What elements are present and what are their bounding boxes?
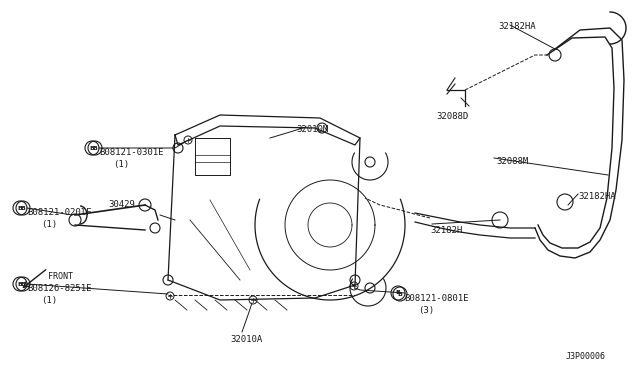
Text: J3P00006: J3P00006 <box>566 352 606 361</box>
Text: B08126-8251E: B08126-8251E <box>27 284 92 293</box>
Text: B: B <box>17 282 22 286</box>
Text: B: B <box>396 291 401 295</box>
Text: 32182HA: 32182HA <box>578 192 616 201</box>
Text: FRONT: FRONT <box>48 272 73 281</box>
Text: (1): (1) <box>41 220 57 229</box>
Text: B: B <box>17 205 22 211</box>
Text: B08121-020lF: B08121-020lF <box>27 208 92 217</box>
Text: 32088D: 32088D <box>436 112 468 121</box>
Text: (1): (1) <box>113 160 129 169</box>
Text: B08121-0301E: B08121-0301E <box>99 148 163 157</box>
Text: B: B <box>20 282 26 286</box>
Text: 30429: 30429 <box>108 200 135 209</box>
Text: 32182H: 32182H <box>430 226 462 235</box>
Text: B: B <box>93 145 97 151</box>
Text: 32088M: 32088M <box>496 157 528 166</box>
Text: 32010A: 32010A <box>230 335 262 344</box>
Text: (3): (3) <box>418 306 434 315</box>
Text: B: B <box>90 145 95 151</box>
Text: B08121-0801E: B08121-0801E <box>404 294 468 303</box>
Text: 32182HA: 32182HA <box>498 22 536 31</box>
Text: B: B <box>20 205 26 211</box>
Text: 32010M: 32010M <box>296 125 328 134</box>
Text: B: B <box>397 292 403 296</box>
Text: (1): (1) <box>41 296 57 305</box>
